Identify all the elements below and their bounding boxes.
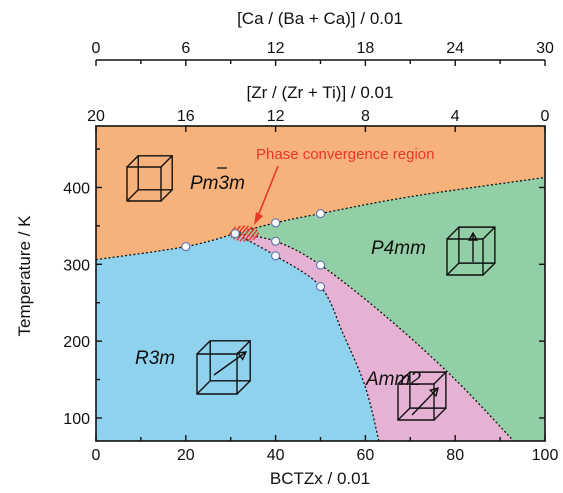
cube-edge: [196, 380, 211, 395]
data-point: [315, 260, 326, 270]
data-point: [315, 282, 326, 292]
arrow-head: [428, 386, 439, 398]
top-axis-1-title: [Ca / (Ba + Ca)] / 0.01: [237, 9, 403, 28]
y-axis-title: Temperature / K: [15, 215, 34, 337]
data-point: [230, 229, 240, 239]
top-axis-1-tick-label: 30: [536, 40, 554, 57]
x-tick-label: 0: [92, 447, 101, 464]
cube-edge: [126, 189, 139, 202]
cube-edge: [126, 155, 139, 168]
phase-label-amm2: Amm2: [365, 369, 421, 390]
top-axis-1-tick-label: 24: [446, 40, 464, 57]
convergence-arrow-line: [257, 165, 279, 217]
x-tick-label: 80: [446, 447, 464, 464]
cube-edge: [446, 262, 460, 276]
convergence-arrow-head: [254, 212, 263, 225]
arrow-head: [467, 231, 479, 241]
cube-edge: [160, 189, 173, 202]
phase-regions: [96, 126, 545, 441]
cube-edge: [482, 262, 496, 276]
top-axis-2-tick-label: 4: [451, 108, 460, 125]
phase-label-p4mm: P4mm: [371, 238, 426, 259]
x-axis-title: BCTZx / 0.01: [270, 469, 370, 488]
y-tick-label: 200: [63, 334, 90, 351]
top-axis-2-tick-label: 16: [177, 108, 195, 125]
polarization-arrow-icon: [467, 231, 479, 262]
data-point: [315, 209, 326, 219]
top-axis-2-tick-label: 12: [267, 108, 285, 125]
cube-icon-orthorhombic: [397, 371, 447, 421]
cube-edge: [236, 380, 251, 395]
y-tick-label: 400: [63, 180, 90, 197]
convergence-annotation: Phase convergence region: [256, 146, 434, 163]
cube-edge: [397, 407, 411, 421]
cube-edge: [196, 340, 211, 355]
unit-cell-icons: [126, 155, 496, 421]
boundary-cubic-tetragonal: [235, 176, 545, 235]
cube-icon-rhombohedral: [196, 340, 251, 395]
top-axis-1-tick-label: 18: [357, 40, 375, 57]
top-axis-2-title: [Zr / (Zr + Ti)] / 0.01: [247, 83, 394, 102]
cube-icon-cubic: [126, 155, 173, 202]
arrow-shaft: [411, 387, 439, 416]
cube-edge: [160, 155, 173, 168]
x-tick-label: 20: [177, 447, 195, 464]
cube-edge: [236, 340, 251, 355]
x-tick-label: 100: [532, 447, 559, 464]
top-axis-2-tick-label: 20: [87, 108, 105, 125]
hatch-line: [237, 225, 255, 242]
y-tick-label: 300: [63, 257, 90, 274]
cube-edge: [446, 226, 460, 240]
top-axis-1-tick-label: 6: [181, 40, 190, 57]
data-point: [271, 251, 281, 261]
polarization-arrow-icon: [213, 351, 248, 376]
hatch-line: [245, 225, 260, 242]
cube-edge: [433, 407, 447, 421]
data-point: [271, 218, 281, 228]
boundary-rhombohedral-orthorhombic: [234, 232, 380, 441]
top-axis-2-tick-label: 0: [541, 108, 550, 125]
x-tick-label: 40: [267, 447, 285, 464]
data-point: [181, 242, 191, 252]
top-axis-1-tick-label: 0: [92, 40, 101, 57]
cube-edge: [433, 371, 447, 385]
data-point: [271, 236, 281, 246]
phase-label-r3m: R3m: [135, 348, 175, 369]
arrow-head: [236, 351, 248, 361]
phase-boundaries: [96, 176, 545, 441]
region-orthorhombic: [235, 233, 514, 441]
top-axis-2-tick-label: 8: [361, 108, 370, 125]
top-axis-1-tick-label: 12: [267, 40, 285, 57]
cube-icon-tetragonal: [446, 226, 496, 276]
polarization-arrow-icon: [411, 386, 439, 416]
data-points: [181, 209, 326, 292]
region-rhombohedral: [96, 233, 379, 441]
cube-edge: [482, 226, 496, 240]
cube-edge: [397, 371, 411, 385]
hatch-line: [233, 225, 251, 242]
region-cubic: [96, 126, 545, 260]
phase-label-cubic: Pm3m: [190, 173, 245, 194]
y-tick-label: 100: [63, 411, 90, 428]
x-tick-label: 60: [357, 447, 375, 464]
region-tetragonal: [235, 177, 545, 441]
